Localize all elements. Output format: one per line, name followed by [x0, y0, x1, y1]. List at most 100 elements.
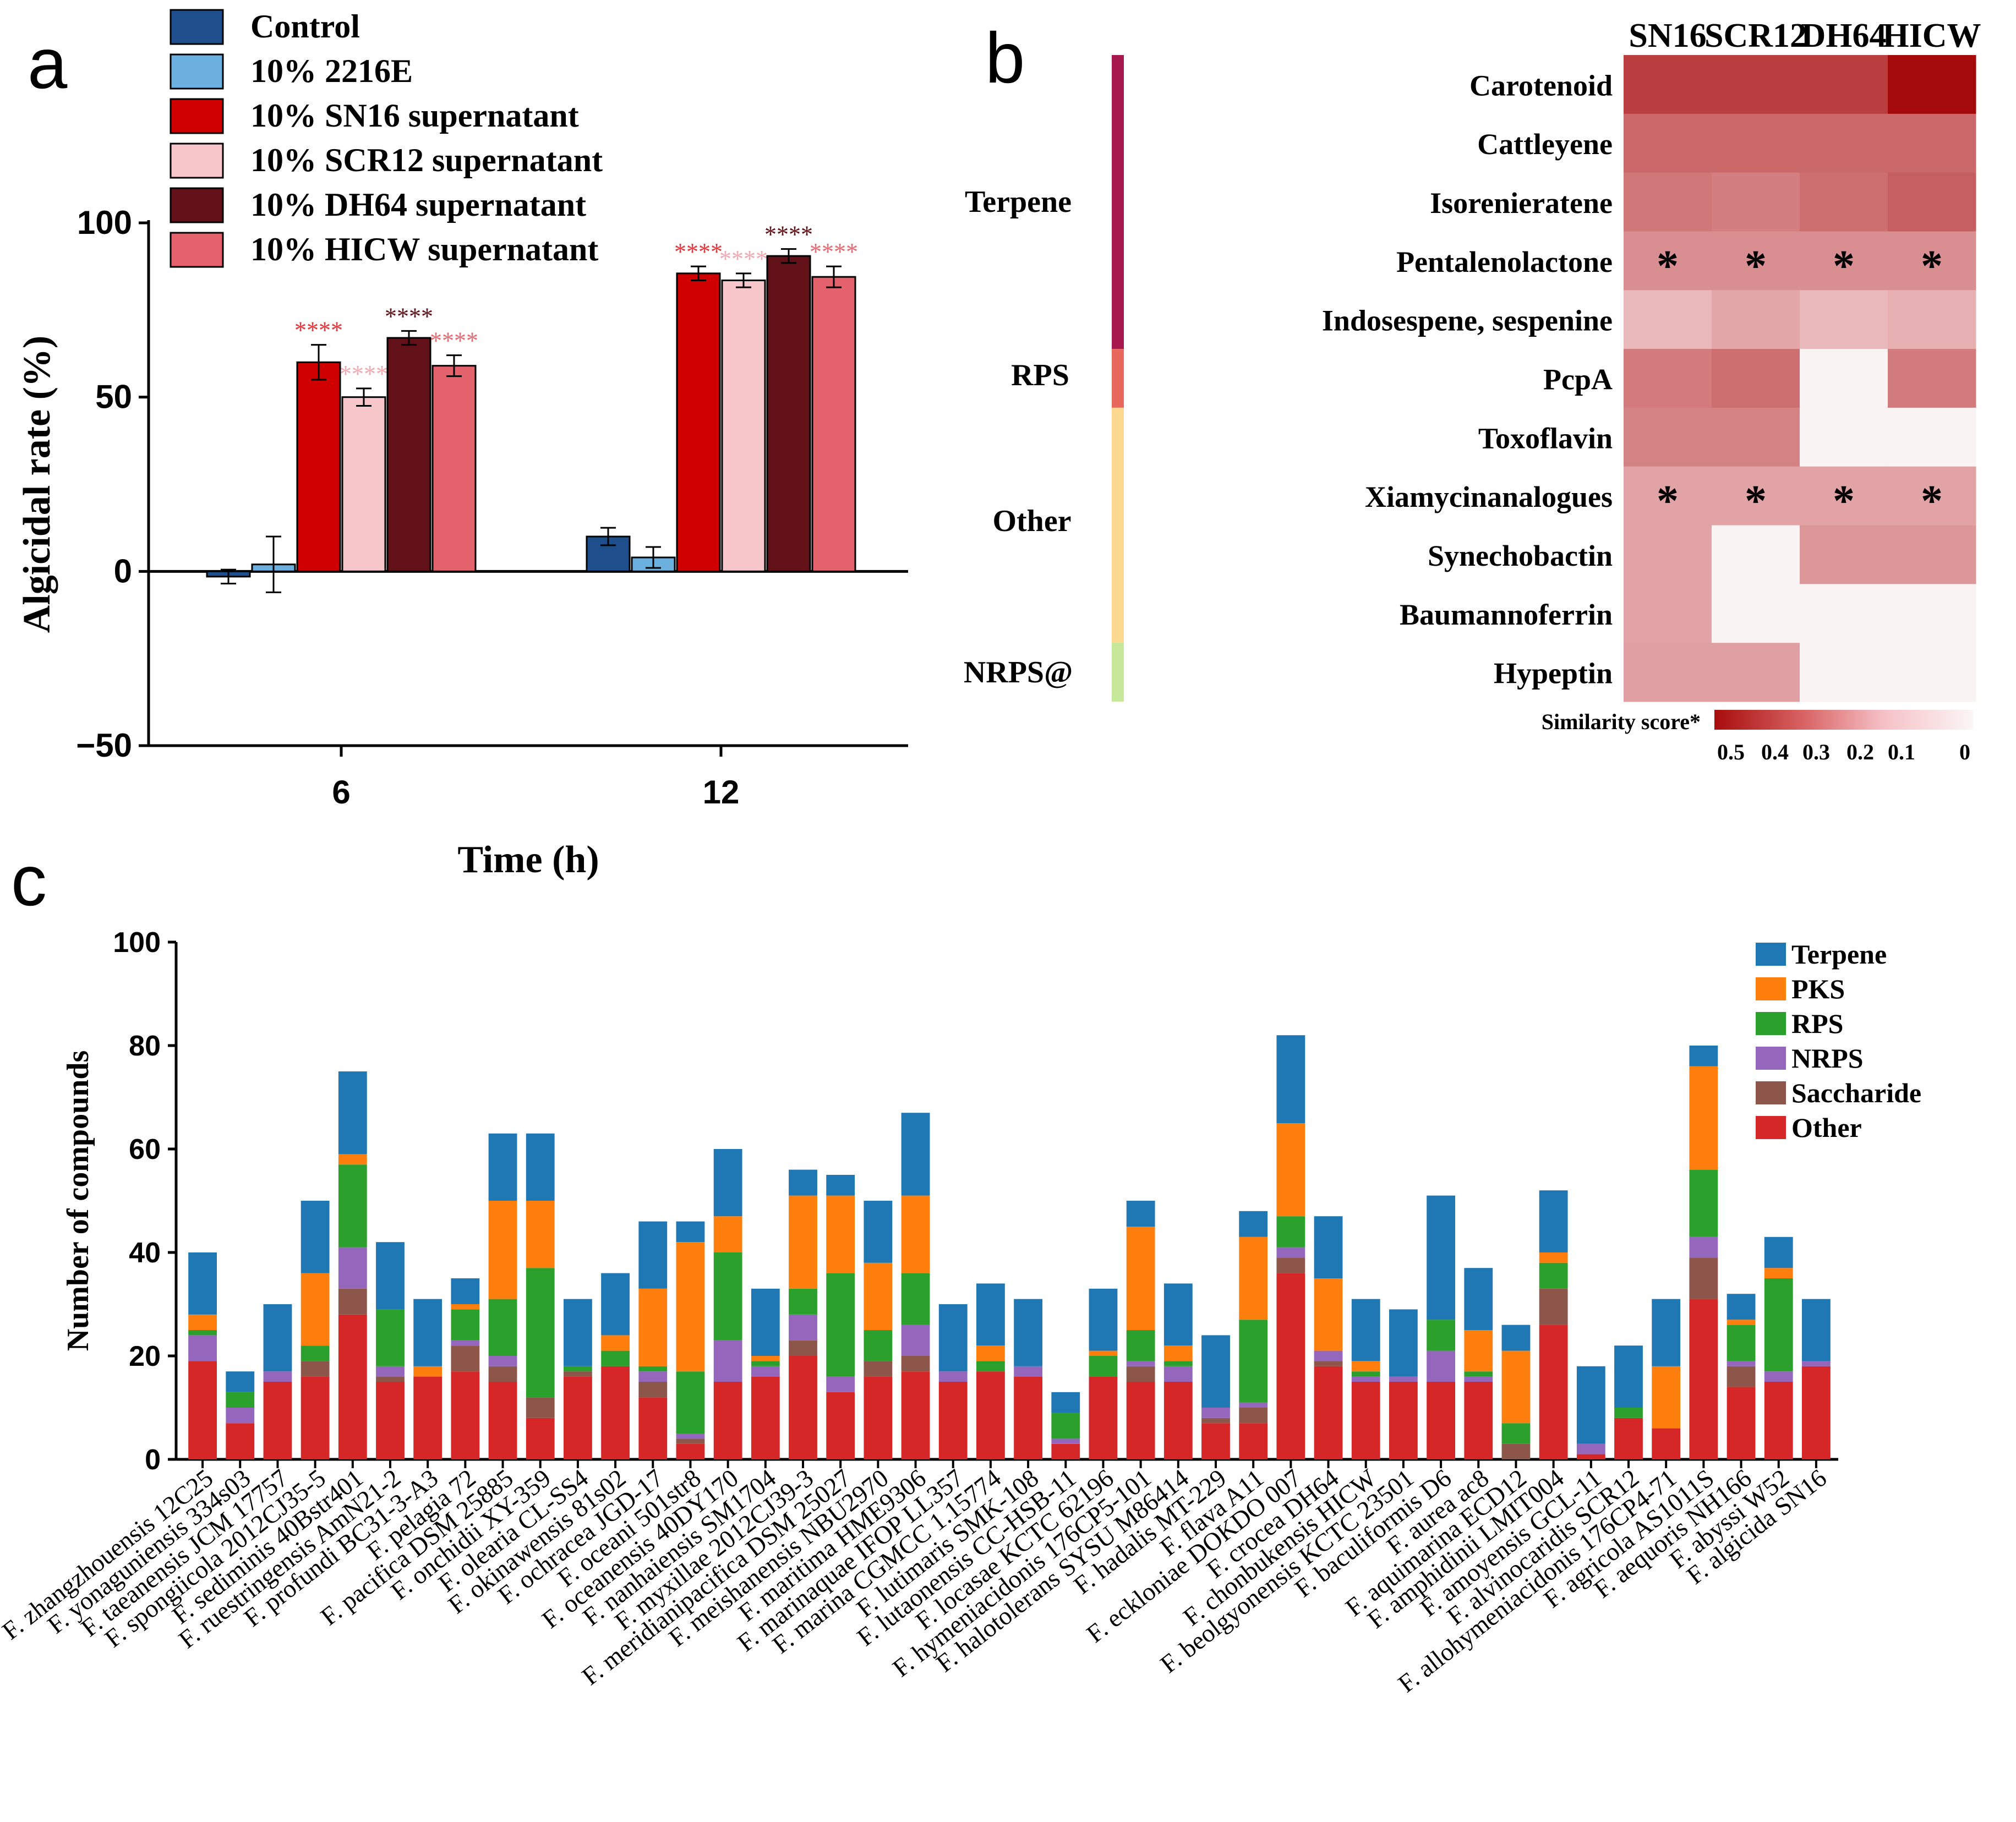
y-tick-label: 100 — [77, 204, 132, 241]
bar-segment-pks — [301, 1273, 330, 1346]
heatmap-cell — [1624, 584, 1712, 643]
bar-segment-rps — [188, 1330, 217, 1336]
bar-segment-rps — [1539, 1262, 1568, 1289]
heatmap-cell — [1800, 290, 1888, 349]
bar-segment-nrps — [751, 1366, 780, 1377]
bar-segment-other — [751, 1376, 780, 1459]
colorbar-tick-label: 0.5 — [1717, 740, 1745, 764]
legend-swatch — [170, 53, 224, 90]
bar-segment-rps — [1126, 1330, 1155, 1361]
bar-segment-nrps — [713, 1340, 742, 1382]
bar-segment-saccharide — [1201, 1418, 1230, 1424]
significance-stars: **** — [674, 238, 723, 265]
y-tick-label: 80 — [129, 1030, 161, 1062]
bar-segment-terpene — [976, 1283, 1005, 1346]
heatmap-row-label: PcpA — [1543, 363, 1613, 396]
bar-segment-nrps — [488, 1356, 517, 1366]
bar-segment-terpene — [1239, 1211, 1268, 1237]
bar-segment-terpene — [751, 1288, 780, 1356]
bar-segment-rps — [751, 1361, 780, 1366]
colorbar-tick-label: 0.1 — [1888, 740, 1915, 764]
significance-star: * — [1833, 242, 1855, 291]
bar-segment-other — [1464, 1382, 1493, 1459]
heatmap-cell — [1888, 55, 1976, 114]
heatmap-cell — [1624, 643, 1712, 702]
heatmap-column-label: SN16 — [1629, 17, 1706, 54]
heatmap-cell — [1712, 290, 1800, 349]
bar-segment-pks — [713, 1216, 742, 1252]
bar-segment-terpene — [1464, 1268, 1493, 1330]
bar-segment-rps — [826, 1273, 855, 1377]
heatmap-cell — [1712, 525, 1800, 584]
bar-segment-nrps — [1802, 1361, 1831, 1366]
bar-segment-rps — [376, 1309, 405, 1366]
bar-segment-pks — [1464, 1330, 1493, 1372]
bar-segment-rps — [301, 1345, 330, 1361]
bar-segment-other — [1727, 1387, 1756, 1459]
bar-segment-pks — [451, 1304, 480, 1310]
legend-label: NRPS — [1791, 1043, 1864, 1074]
bar-segment-terpene — [564, 1299, 592, 1366]
heatmap-cell — [1624, 113, 1712, 173]
panel-label-b: b — [985, 18, 1025, 98]
bar-segment-saccharide — [1501, 1443, 1531, 1459]
bar-segment-rps — [1239, 1320, 1268, 1403]
bar-segment-terpene — [1576, 1366, 1605, 1444]
bar-segment-terpene — [1314, 1216, 1343, 1278]
bar-segment-terpene — [526, 1133, 555, 1201]
bar-segment-pks — [976, 1345, 1005, 1361]
heatmap-cell — [1800, 525, 1888, 584]
bar-segment-other — [1201, 1423, 1230, 1459]
heatmap-cell — [1800, 466, 1888, 526]
y-axis-label: Number of compounds — [61, 1050, 95, 1352]
bar-segment-rps — [564, 1366, 592, 1372]
bar-segment-other — [826, 1392, 855, 1459]
bar-segment-terpene — [188, 1252, 217, 1315]
bar-segment-other — [526, 1418, 555, 1459]
bar-segment-saccharide — [638, 1382, 668, 1398]
bar-segment-other — [1239, 1423, 1268, 1459]
bar-segment-terpene — [713, 1149, 742, 1217]
bar-segment-rps — [488, 1299, 517, 1356]
heatmap-cell — [1888, 407, 1976, 467]
bar-segment-nrps — [1201, 1408, 1230, 1418]
bar-segment-rps — [1501, 1423, 1531, 1444]
legend-swatch — [1756, 943, 1786, 966]
bar-10-scr12-supernatant-6 — [341, 396, 386, 572]
bar-segment-rps — [226, 1392, 255, 1408]
heatmap-cell — [1712, 172, 1800, 232]
significance-star: * — [1745, 477, 1767, 526]
bar-segment-other — [601, 1366, 630, 1459]
heatmap-cell — [1800, 584, 1888, 643]
significance-stars: **** — [764, 221, 813, 248]
bar-segment-terpene — [1427, 1195, 1455, 1320]
bar-segment-pks — [1539, 1252, 1568, 1263]
bar-segment-other — [263, 1382, 292, 1459]
bar-segment-pks — [1239, 1236, 1268, 1320]
bar-segment-pks — [601, 1335, 630, 1351]
bar-segment-other — [789, 1356, 817, 1459]
bar-segment-nrps — [1764, 1371, 1793, 1382]
heatmap-cell — [1624, 349, 1712, 408]
bar-segment-terpene — [301, 1201, 330, 1273]
heatmap-cell — [1800, 349, 1888, 408]
panel-label-a: a — [28, 23, 68, 103]
bar-segment-terpene — [1652, 1299, 1681, 1366]
significance-stars: **** — [294, 317, 343, 344]
bar-segment-pks — [1163, 1345, 1193, 1361]
y-tick-label: 60 — [129, 1134, 161, 1166]
bar-segment-nrps — [789, 1314, 817, 1340]
legend-swatch — [170, 98, 224, 134]
y-tick-label: 0 — [145, 1444, 161, 1476]
y-tick-label: 0 — [114, 552, 132, 589]
significance-star: * — [1745, 242, 1767, 291]
heatmap-cell — [1712, 407, 1800, 467]
significance-stars: **** — [385, 303, 433, 330]
heatmap-column-label: HICW — [1882, 17, 1981, 54]
heatmap-cell — [1712, 55, 1800, 114]
bar-segment-other — [901, 1371, 930, 1459]
bar-segment-nrps — [901, 1325, 930, 1356]
bar-segment-rps — [864, 1330, 893, 1361]
